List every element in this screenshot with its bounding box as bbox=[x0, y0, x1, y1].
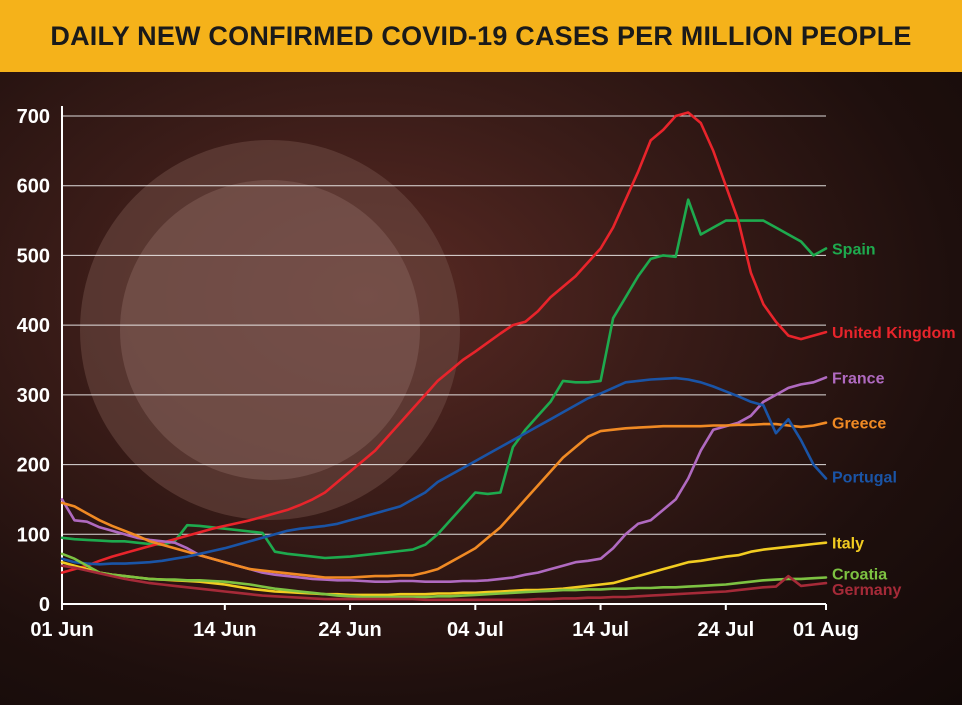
series-label-portugal: Portugal bbox=[832, 470, 897, 487]
x-tick-label: 24 Jul bbox=[697, 619, 754, 641]
series-label-greece: Greece bbox=[832, 416, 886, 433]
x-tick-label: 14 Jun bbox=[193, 619, 256, 641]
y-tick-label: 200 bbox=[17, 455, 50, 477]
series-label-germany: Germany bbox=[832, 582, 901, 599]
x-tick-label: 24 Jun bbox=[318, 619, 381, 641]
y-tick-label: 500 bbox=[17, 245, 50, 267]
background-virus-core bbox=[120, 180, 420, 480]
x-tick-label: 01 Aug bbox=[793, 619, 859, 641]
background-virus-image bbox=[80, 140, 460, 520]
y-tick-label: 700 bbox=[17, 106, 50, 128]
y-tick-label: 300 bbox=[17, 385, 50, 407]
title-banner: DAILY NEW CONFIRMED COVID-19 CASES PER M… bbox=[0, 0, 962, 72]
series-label-italy: Italy bbox=[832, 536, 864, 553]
x-tick-label: 04 Jul bbox=[447, 619, 504, 641]
series-line-greece bbox=[60, 421, 828, 579]
series-label-croatia: Croatia bbox=[832, 567, 887, 584]
series-line-united-kingdom bbox=[60, 111, 828, 574]
series-line-spain bbox=[60, 198, 828, 560]
y-tick-label: 100 bbox=[17, 524, 50, 546]
series-line-croatia bbox=[60, 552, 828, 599]
series-line-portugal bbox=[60, 376, 828, 566]
series-label-france: France bbox=[832, 370, 885, 387]
chart-title: DAILY NEW CONFIRMED COVID-19 CASES PER M… bbox=[50, 20, 912, 51]
x-tick-label: 14 Jul bbox=[572, 619, 629, 641]
y-tick-label: 600 bbox=[17, 176, 50, 198]
series-label-spain: Spain bbox=[832, 241, 876, 258]
series-line-germany bbox=[60, 564, 828, 602]
x-tick-label: 01 Jun bbox=[30, 619, 93, 641]
y-tick-label: 400 bbox=[17, 315, 50, 337]
series-label-united-kingdom: United Kingdom bbox=[832, 325, 956, 342]
series-line-france bbox=[60, 376, 828, 584]
y-tick-label: 0 bbox=[39, 594, 50, 616]
